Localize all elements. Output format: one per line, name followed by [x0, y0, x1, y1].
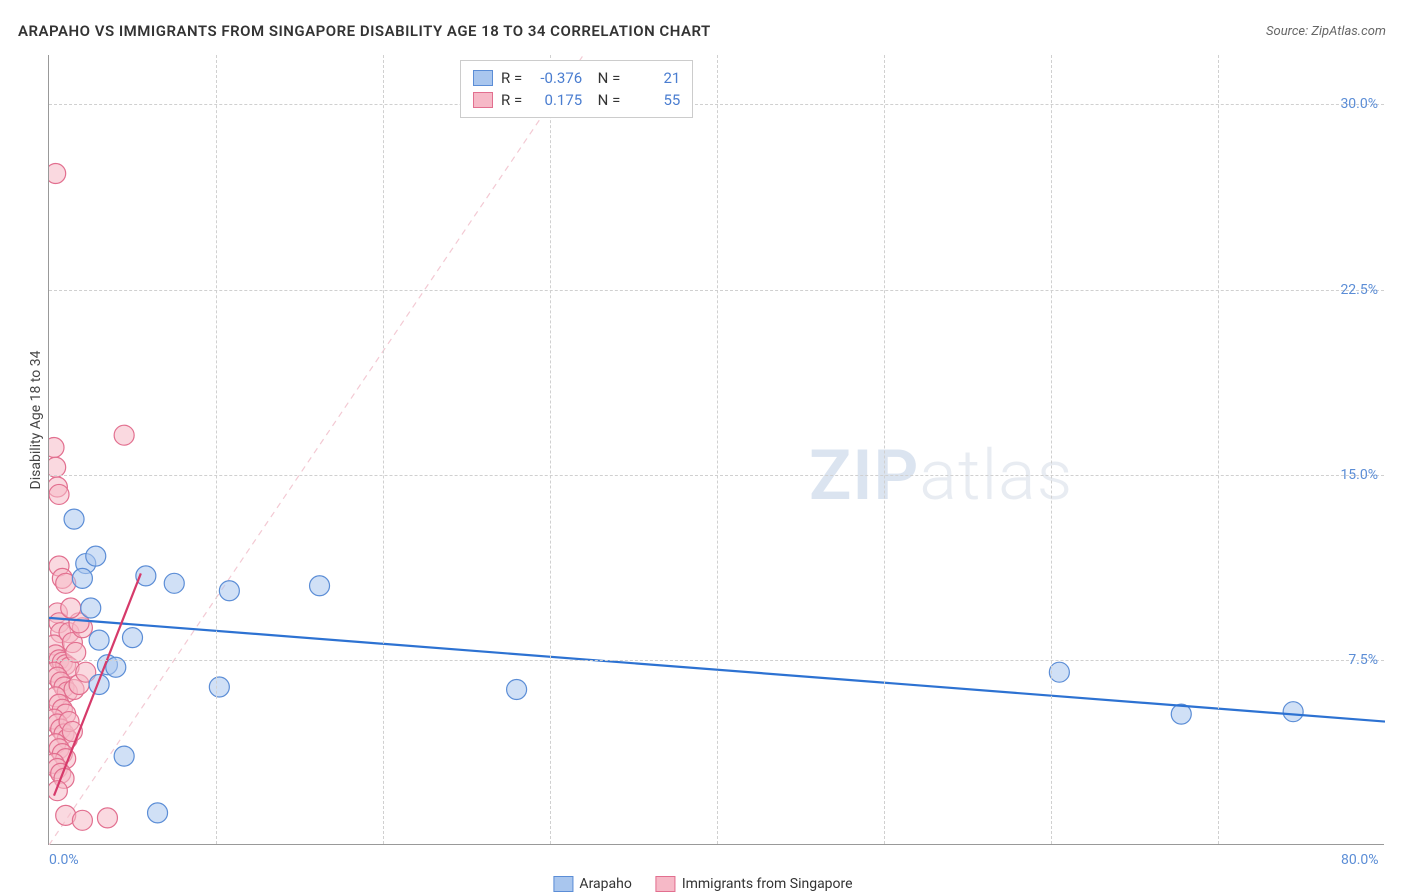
title-bar: ARAPAHO VS IMMIGRANTS FROM SINGAPORE DIS…: [18, 22, 1386, 40]
source-label: Source: ZipAtlas.com: [1266, 24, 1386, 39]
r-value-arapaho: -0.376: [530, 69, 582, 87]
legend-label-arapaho: Arapaho: [579, 876, 631, 892]
bottom-legend: Arapaho Immigrants from Singapore: [553, 876, 852, 892]
legend-item-arapaho: Arapaho: [553, 876, 631, 892]
swatch-arapaho: [473, 70, 493, 86]
r-value-singapore: 0.175: [530, 91, 582, 109]
y-axis-title: Disability Age 18 to 34: [28, 351, 44, 490]
swatch-singapore: [473, 92, 493, 108]
legend-swatch-singapore: [656, 876, 676, 892]
stats-row-singapore: R = 0.175 N = 55: [473, 89, 680, 111]
n-value-arapaho: 21: [628, 69, 680, 87]
chart-title: ARAPAHO VS IMMIGRANTS FROM SINGAPORE DIS…: [18, 22, 711, 40]
legend-swatch-arapaho: [553, 876, 573, 892]
y-tick-label: 22.5%: [1340, 282, 1378, 298]
n-value-singapore: 55: [628, 91, 680, 109]
x-tick-label: 0.0%: [49, 852, 79, 868]
x-tick-label: 80.0%: [1341, 852, 1379, 868]
y-tick-label: 7.5%: [1348, 652, 1378, 668]
y-tick-label: 15.0%: [1340, 467, 1378, 483]
y-tick-label: 30.0%: [1340, 96, 1378, 112]
legend-label-singapore: Immigrants from Singapore: [682, 876, 853, 892]
stats-row-arapaho: R = -0.376 N = 21: [473, 67, 680, 89]
plot-area: ZIPatlas 7.5%15.0%22.5%30.0%0.0%80.0%: [48, 55, 1384, 845]
legend-item-singapore: Immigrants from Singapore: [656, 876, 853, 892]
stats-legend-box: R = -0.376 N = 21 R = 0.175 N = 55: [460, 60, 693, 118]
